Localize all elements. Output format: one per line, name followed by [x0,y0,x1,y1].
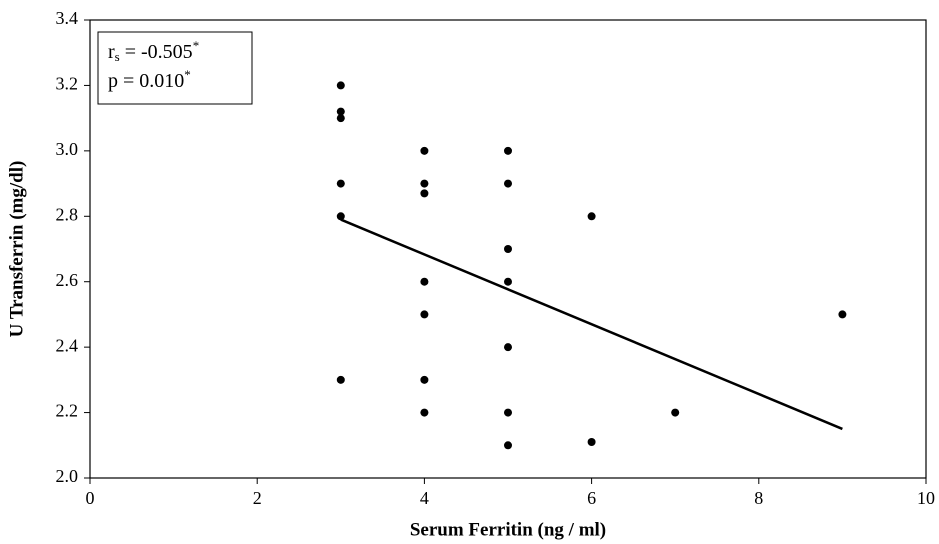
y-tick-label: 3.0 [56,139,79,159]
y-axis-title: U Transferrin (mg/dl) [6,161,27,338]
annotation-superscript: * [193,38,200,53]
x-tick-label: 0 [86,488,95,508]
annotation-box [97,31,253,105]
point [420,179,429,188]
y-tick-label: 3.2 [56,74,79,94]
point [420,189,429,198]
point [671,408,680,417]
point [504,277,512,286]
x-tick-label: 2 [253,488,262,508]
point [336,212,345,221]
y-tick-label: 2.4 [56,335,79,355]
point [420,375,429,384]
point [420,277,429,286]
point [420,146,429,155]
point [420,408,429,417]
point [504,408,512,417]
point [587,438,596,447]
point [504,146,512,155]
trendline [340,218,843,431]
point [336,81,345,90]
annotation-superscript: * [184,67,191,82]
x-tick-label: 6 [587,488,596,508]
y-tick-label: 2.2 [56,401,79,421]
plot-frame [89,19,927,479]
y-tick-label: 2.0 [56,466,79,486]
annotation-line: rs = -0.505* [108,38,199,64]
point [336,107,345,116]
point [587,212,596,221]
annotation-subscript: s [115,49,120,64]
point [336,179,345,188]
annotation-text: r [108,41,115,63]
point [336,114,345,123]
x-tick-label: 8 [754,488,763,508]
x-tick-label: 10 [917,488,935,508]
x-axis-title: Serum Ferritin (ng / ml) [410,519,606,540]
annotation-line: p = 0.010* [108,67,191,92]
y-tick-label: 2.8 [56,204,79,224]
point [504,343,512,352]
point [336,375,345,384]
annotation-text: p = 0.010 [108,70,184,92]
point [504,245,512,253]
point [504,441,512,450]
x-tick-label: 4 [420,488,429,508]
point [504,179,512,188]
point [838,310,847,319]
annotation-text: = -0.505 [120,41,193,63]
y-tick-label: 2.6 [56,270,79,290]
y-tick-label: 3.4 [56,8,79,28]
point [420,310,429,319]
